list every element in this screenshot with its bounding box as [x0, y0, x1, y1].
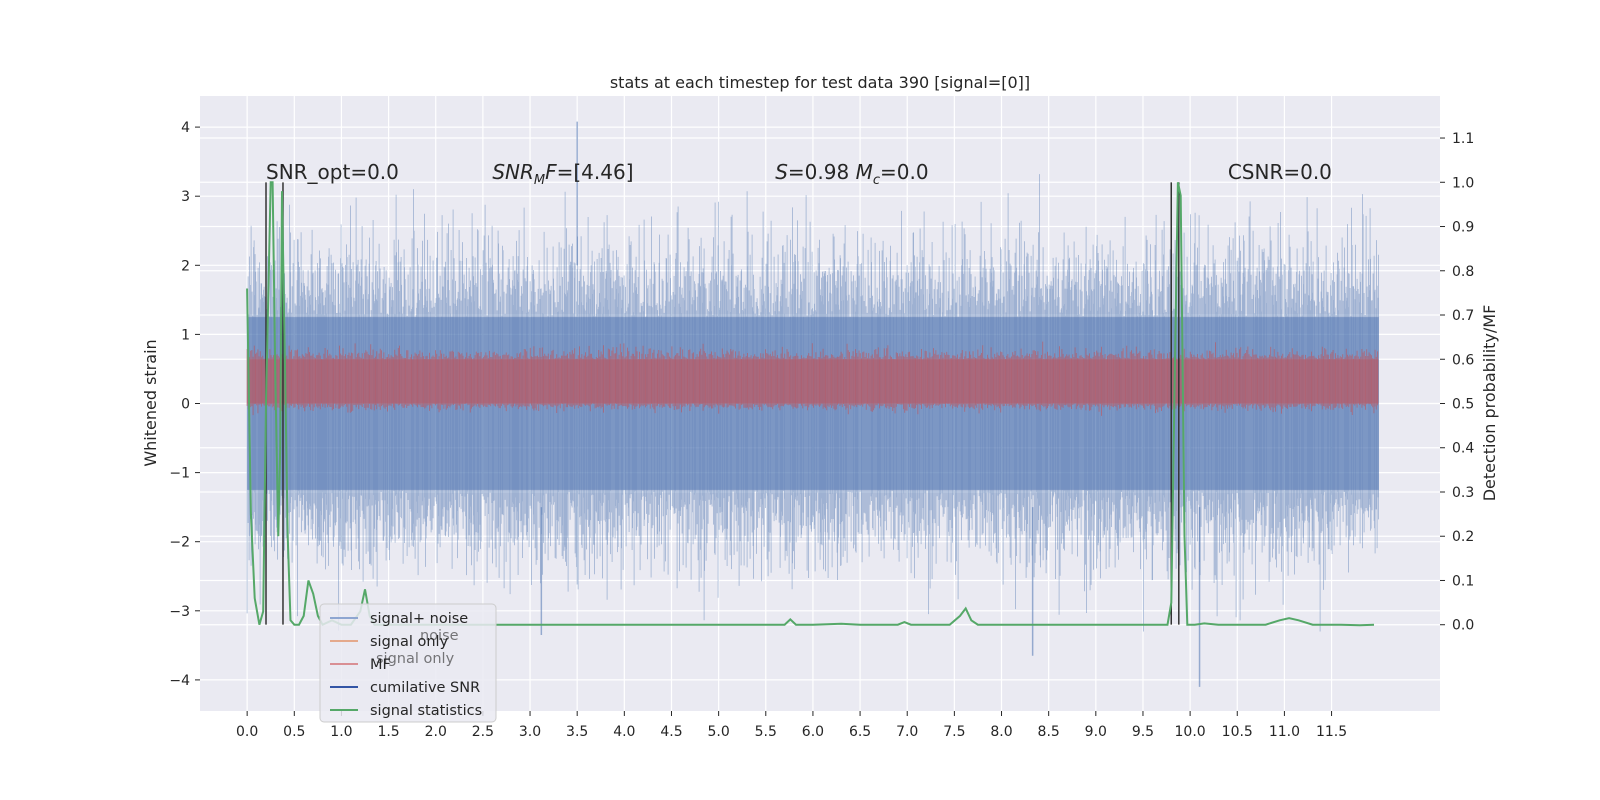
x-tick-label: 5.0: [707, 724, 729, 740]
y2-tick-label: 0.2: [1452, 529, 1474, 545]
x-tick-label: 11.0: [1269, 724, 1300, 740]
x-tick-label: 0.0: [236, 724, 258, 740]
y2-axis-label: Detection probability/MF: [1480, 305, 1499, 502]
legend-ghost-text: noise: [420, 628, 459, 644]
signal-statistics-series: [246, 181, 1375, 627]
annotation-csnr: CSNR=0.0: [1228, 160, 1332, 184]
x-tick-label: 3.0: [519, 724, 541, 740]
x-tick-label: 8.5: [1038, 724, 1060, 740]
y2-tick-label: 0.4: [1452, 441, 1474, 457]
x-tick-label: 1.5: [377, 724, 399, 740]
x-tick-label: 4.0: [613, 724, 635, 740]
mf-series: [246, 341, 1379, 416]
legend-label: signal statistics: [370, 703, 482, 719]
x-tick-label: 3.5: [566, 724, 588, 740]
annotations: SNR_opt=0.0 SNRMF=[4.46] S=0.98 Mc=0.0 CSNR…: [266, 160, 1332, 188]
x-tick-label: 5.5: [755, 724, 777, 740]
x-tick-label: 7.0: [896, 724, 918, 740]
annotation-snr-opt: SNR_opt=0.0: [266, 160, 399, 184]
x-tick-label: 6.0: [802, 724, 824, 740]
y2-tick-label: 0.0: [1452, 618, 1474, 634]
annotation-s-mc: S=0.98 Mc=0.0: [775, 160, 928, 188]
y-tick-label: 0: [181, 397, 190, 413]
x-tick-label: 6.5: [849, 724, 871, 740]
x-tick-label: 9.5: [1132, 724, 1154, 740]
y-tick-label: 2: [181, 258, 190, 274]
annot-part: c: [873, 173, 880, 188]
y-tick-label: 1: [181, 327, 190, 343]
x-tick-label: 9.0: [1085, 724, 1107, 740]
x-tick-label: 0.5: [283, 724, 305, 740]
signal-statistics-line: [246, 181, 1375, 627]
annot-part: =[4.46]: [557, 160, 634, 184]
x-tick-label: 10.0: [1175, 724, 1206, 740]
x-tick-label: 7.5: [943, 724, 965, 740]
x-tick-label: 2.5: [472, 724, 494, 740]
y2-tick-label: 0.5: [1452, 397, 1474, 413]
y2-tick-label: 0.3: [1452, 485, 1474, 501]
y2-tick-label: 0.1: [1452, 573, 1474, 589]
legend-label: MF: [370, 657, 391, 673]
legend-box: [319, 603, 497, 723]
y2-tick-label: 0.6: [1452, 352, 1474, 368]
y-tick-label: −3: [169, 604, 190, 620]
annot-part: F: [545, 160, 557, 184]
mf-trace: [246, 341, 1378, 416]
y-tick-label: 4: [181, 120, 190, 136]
axes: 0.0 0.5 1.0 1.5 2.0 2.5 3.0 3.5 4.0 4.5 5.0 5.5 6.0 6…: [169, 120, 1474, 740]
x-tick-label: 1.0: [330, 724, 352, 740]
x-tick-label: 11.5: [1316, 724, 1347, 740]
x-tick-label: 4.5: [660, 724, 682, 740]
annot-part: M: [534, 173, 545, 188]
y-axis-label: Whitened strain: [141, 339, 160, 466]
y2-tick-label: 1.0: [1452, 175, 1474, 191]
y2-tick-label: 0.8: [1452, 264, 1474, 280]
y-tick-label: −2: [169, 535, 190, 551]
y2-tick-label: 0.9: [1452, 220, 1474, 236]
annot-part: =0.98: [788, 160, 856, 184]
y-tick-label: −1: [169, 466, 190, 482]
annotation-snr-mf: SNRMF=[4.46]: [492, 160, 633, 188]
mf-band: [247, 359, 1379, 404]
y-tick-label: 3: [181, 189, 190, 205]
legend-ghost-text: signal only: [376, 651, 455, 667]
annot-part: M: [856, 160, 873, 184]
annot-part: =0.0: [880, 160, 929, 184]
chart-title: stats at each timestep for test data 390…: [610, 73, 1030, 92]
y2-tick-label: 0.7: [1452, 308, 1474, 324]
x-tick-label: 2.0: [425, 724, 447, 740]
y2-tick-label: 1.1: [1452, 131, 1474, 147]
annot-part: S: [775, 160, 788, 184]
y-tick-label: −4: [169, 673, 190, 689]
legend-label: signal only: [370, 634, 449, 650]
x-tick-label: 10.5: [1222, 724, 1253, 740]
legend-label: cumilative SNR: [370, 680, 480, 696]
legend-label: signal+ noise: [370, 611, 468, 627]
annot-part: SNR: [492, 160, 534, 184]
x-tick-label: 8.0: [990, 724, 1012, 740]
